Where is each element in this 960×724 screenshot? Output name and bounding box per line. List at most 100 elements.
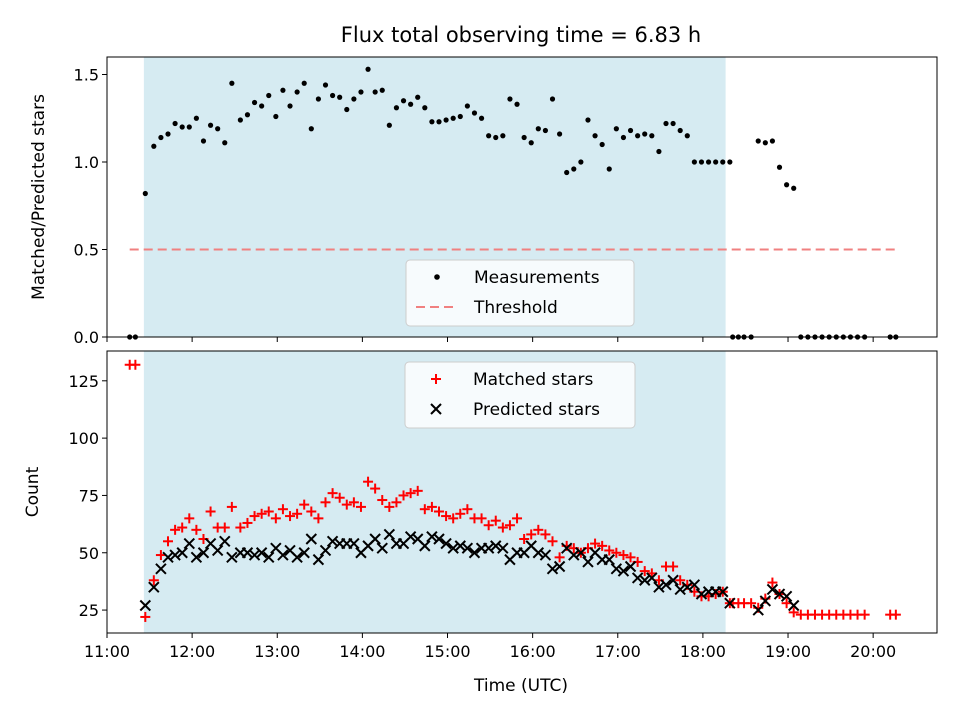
- measurement-point: [207, 122, 214, 128]
- measurement-point: [627, 127, 634, 134]
- predicted-star-point: [319, 544, 332, 557]
- predicted-star-point: [348, 537, 360, 550]
- measurement-point: [400, 98, 407, 104]
- measurement-point: [287, 103, 293, 109]
- y-tick-label: 1.5: [74, 66, 99, 85]
- matched-star-point: [668, 561, 679, 572]
- measurement-point: [599, 141, 605, 148]
- measurement-point: [670, 120, 676, 127]
- x-tick-label: 20:00: [850, 642, 896, 661]
- matched-star-point: [497, 522, 508, 533]
- measurement-point: [151, 143, 157, 149]
- predicted-star-point: [539, 549, 552, 561]
- measurement-point: [556, 131, 563, 137]
- predicted-star-point: [190, 551, 203, 564]
- matched-star-point: [434, 506, 444, 517]
- x-tick-label: 16:00: [510, 642, 556, 661]
- measurement-point: [229, 80, 235, 86]
- measurement-point: [215, 126, 221, 132]
- legend-bottom: Matched stars Predicted stars: [404, 361, 636, 429]
- predicted-star-point: [298, 547, 310, 559]
- measurement-point: [684, 133, 690, 139]
- predicted-star-point: [681, 581, 693, 593]
- measurement-point: [443, 117, 449, 123]
- matched-star-point: [184, 513, 195, 524]
- legend-box-bottom: [404, 361, 636, 429]
- predicted-star-point: [305, 533, 318, 545]
- matched-star-point: [412, 485, 423, 496]
- measurement-point: [791, 185, 797, 191]
- matched-star-point: [483, 520, 494, 531]
- measurement-point: [585, 117, 591, 123]
- measurement-point: [294, 89, 300, 95]
- predicted-star-point: [383, 528, 396, 541]
- measurement-point: [606, 166, 612, 172]
- matched-star-point: [219, 522, 230, 533]
- predicted-star-point: [546, 563, 559, 575]
- matched-star-point: [540, 529, 551, 540]
- predicted-star-point: [369, 533, 381, 545]
- measurement-point: [727, 159, 733, 165]
- matched-star-point: [334, 492, 345, 503]
- measurement-point: [415, 94, 421, 100]
- predicted-star-point: [490, 540, 502, 552]
- y-tick-label: 25: [79, 601, 99, 620]
- predicted-star-point: [277, 549, 289, 561]
- measurement-point: [507, 96, 513, 102]
- measurement-point: [549, 96, 556, 102]
- predicted-star-point: [603, 553, 615, 566]
- x-tick-label: 19:00: [765, 642, 811, 661]
- matched-star-point: [313, 513, 324, 524]
- y-tick-label: 1.0: [74, 153, 99, 172]
- measurement-point: [315, 96, 322, 102]
- matched-star-point: [405, 488, 416, 499]
- measurement-point: [471, 110, 478, 116]
- count-panel: 25 50 75 100 125 11:00 12:00 13:00 14:00 15:00 16…: [23, 350, 938, 696]
- matched-star-point: [249, 511, 260, 522]
- y-axis-label-bottom: Count: [23, 466, 43, 517]
- matched-star-point: [263, 506, 274, 517]
- x-tick-label: 18:00: [680, 642, 726, 661]
- matched-star-point: [547, 536, 558, 547]
- predicted-star-point: [497, 542, 509, 554]
- legend-marker-predicted: [430, 403, 442, 415]
- measurement-point: [329, 92, 336, 99]
- matched-star-point: [597, 540, 608, 551]
- predicted-star-point: [440, 537, 452, 550]
- ratio-panel: 0.0 0.5 1.0 1.5 Matched/Predicted stars Mea…: [29, 56, 938, 347]
- matched-star-point: [441, 511, 452, 522]
- y-axis-ticks-bottom: 25 50 75 100 125: [68, 372, 107, 620]
- matched-star-point: [611, 547, 622, 558]
- measurement-point: [755, 138, 761, 144]
- measurement-point: [372, 89, 378, 95]
- measurement-point: [776, 164, 783, 170]
- measurement-point: [464, 103, 470, 109]
- x-tick-label: 13:00: [254, 642, 300, 661]
- measurement-point: [656, 148, 662, 155]
- measurement-point: [358, 89, 364, 95]
- matched-star-point: [490, 515, 501, 526]
- x-axis-ticks-bottom: 11:00 12:00 13:00 14:00 15:00 16:00 17:00 18:00…: [84, 633, 896, 661]
- predicted-star-point: [639, 574, 651, 586]
- measurement-point: [528, 140, 534, 146]
- matched-star-point: [675, 575, 686, 586]
- measurement-point: [691, 159, 697, 165]
- predicted-star-point: [695, 588, 708, 600]
- measurement-point: [142, 190, 148, 197]
- measurement-point: [698, 159, 705, 165]
- predicted-star-point: [255, 547, 268, 559]
- measurement-point: [386, 122, 392, 128]
- legend-top: Measurements Threshold: [405, 259, 635, 327]
- matched-star-point: [377, 495, 388, 506]
- measurement-point: [762, 140, 768, 146]
- matched-star-point: [639, 566, 650, 577]
- measurement-point: [500, 133, 506, 139]
- predicted-star-point: [211, 544, 224, 557]
- predicted-star-point: [568, 549, 580, 561]
- matched-star-point: [455, 508, 466, 519]
- measurement-point: [705, 159, 712, 165]
- matched-star-point: [285, 511, 296, 522]
- matched-star-point: [148, 575, 159, 586]
- x-axis-ticks-top: [106, 337, 874, 342]
- measurement-point: [592, 133, 598, 139]
